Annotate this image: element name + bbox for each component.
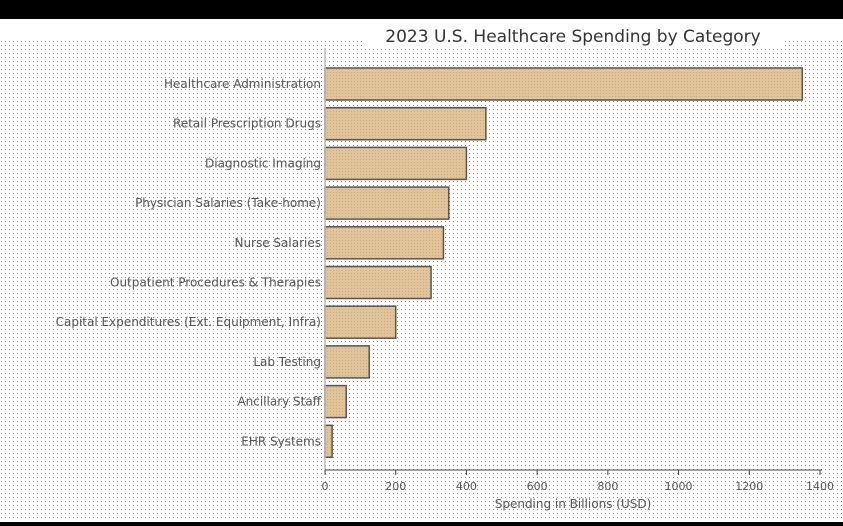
x-tick-label-4: 800 [597,480,618,493]
category-label-1: Retail Prescription Drugs [173,117,321,131]
category-label-3: Physician Salaries (Take-home) [135,196,321,210]
x-axis-ticks: 0 200 400 600 800 1000 1200 1400 [322,470,834,493]
bar-3 [324,186,450,220]
title-backdrop [362,24,784,46]
bar-8 [324,384,347,419]
x-tick-label-2: 400 [456,480,477,493]
top-black-bar [0,0,843,19]
x-axis-label: Spending in Billions (USD) [495,497,652,511]
x-tick-label-3: 600 [527,480,548,493]
bars-group [324,67,804,459]
category-labels: Healthcare Administration Retail Prescrip… [56,77,322,448]
x-tick-label-1: 200 [385,480,406,493]
bar-0 [324,67,804,101]
x-tick-label-5: 1000 [665,480,693,493]
category-label-8: Ancillary Staff [237,395,321,409]
category-label-5: Outpatient Procedures & Therapies [110,276,321,290]
category-label-7: Lab Testing [253,355,321,369]
x-tick-label-0: 0 [322,480,329,493]
category-label-9: EHR Systems [241,434,321,448]
chart-title: 2023 U.S. Healthcare Spending by Categor… [385,27,760,47]
category-label-6: Capital Expenditures (Ext. Equipment, In… [56,315,321,329]
bar-6 [324,305,397,339]
x-tick-label-7: 1400 [806,480,834,493]
category-label-4: Nurse Salaries [234,236,321,250]
bottom-black-bar [0,522,843,526]
bar-9 [324,424,333,459]
bar-5 [324,265,432,300]
bar-7 [324,345,370,379]
bar-2 [324,146,468,181]
bar-1 [324,106,487,141]
bar-4 [324,226,445,260]
category-label-0: Healthcare Administration [164,77,321,91]
category-label-2: Diagnostic Imaging [205,156,321,170]
x-tick-label-6: 1200 [735,480,763,493]
